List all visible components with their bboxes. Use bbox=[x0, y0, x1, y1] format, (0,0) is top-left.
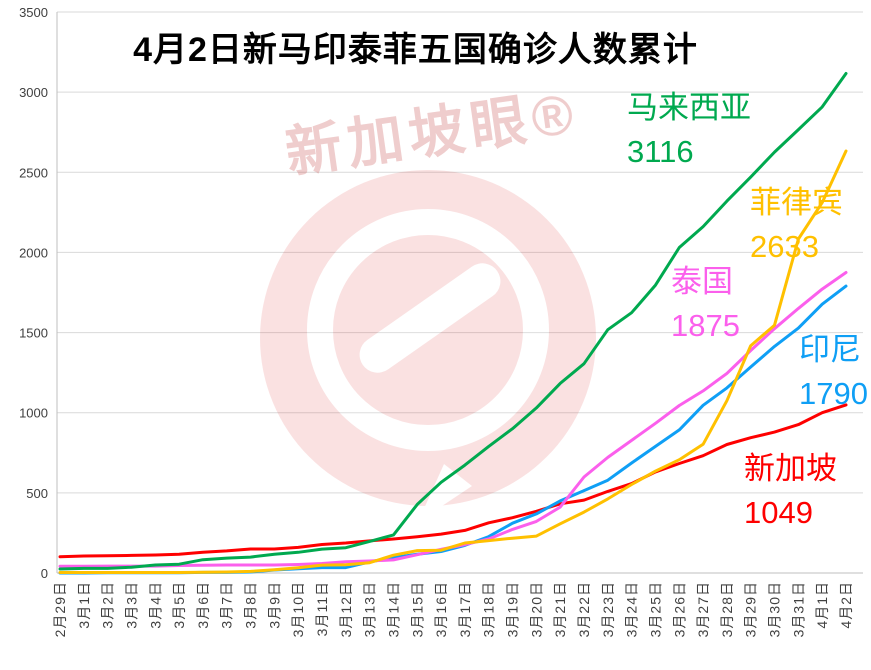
series-label-thailand: 泰国 bbox=[671, 264, 733, 299]
x-tick-label: 3月19日 bbox=[505, 581, 521, 637]
x-tick-label: 3月12日 bbox=[338, 581, 354, 637]
y-tick-label: 3000 bbox=[19, 85, 48, 100]
x-tick-label: 3月23日 bbox=[600, 581, 616, 637]
x-tick-label: 3月14日 bbox=[386, 581, 402, 637]
series-line-新加坡 bbox=[58, 403, 848, 559]
series-value-malaysia: 3116 bbox=[627, 134, 694, 170]
x-tick-label: 3月31日 bbox=[790, 581, 806, 637]
x-tick-label: 3月22日 bbox=[576, 581, 592, 637]
y-tick-label: 3500 bbox=[19, 5, 48, 20]
x-tick-label: 4月2日 bbox=[838, 581, 854, 629]
series-value-thailand: 1875 bbox=[671, 308, 740, 344]
x-tick-label: 3月30日 bbox=[767, 581, 783, 637]
x-tick-label: 3月10日 bbox=[290, 581, 306, 637]
x-tick-label: 3月29日 bbox=[743, 581, 759, 637]
x-tick-label: 3月27日 bbox=[695, 581, 711, 637]
x-tick-label: 3月26日 bbox=[671, 581, 687, 637]
x-tick-label: 3月24日 bbox=[624, 581, 640, 637]
series-label-malaysia: 马来西亚 bbox=[627, 90, 751, 125]
chart-title: 4月2日新马印泰菲五国确诊人数累计 bbox=[133, 31, 698, 69]
series-label-singapore: 新加坡 bbox=[744, 451, 837, 486]
x-tick-label: 3月11日 bbox=[314, 581, 330, 636]
x-tick-label: 3月21日 bbox=[552, 581, 568, 637]
y-tick-label: 2000 bbox=[19, 245, 48, 260]
watermark-tail bbox=[418, 464, 472, 522]
x-tick-label: 2月29日 bbox=[52, 581, 68, 637]
series-label-indonesia: 印尼 bbox=[799, 332, 861, 367]
series-value-singapore: 1049 bbox=[744, 495, 813, 531]
x-tick-label: 3月18日 bbox=[481, 581, 497, 637]
y-tick-label: 1500 bbox=[19, 326, 48, 341]
x-tick-label: 3月16日 bbox=[433, 581, 449, 637]
x-tick-label: 3月17日 bbox=[457, 581, 473, 637]
series-line-泰国 bbox=[58, 271, 848, 568]
x-tick-label: 3月25日 bbox=[648, 581, 664, 637]
annotation-philippines: 菲律宾 2633 bbox=[750, 181, 843, 269]
y-tick-label: 500 bbox=[26, 486, 48, 501]
series-value-philippines: 2633 bbox=[750, 229, 819, 265]
series-label-philippines: 菲律宾 bbox=[750, 185, 843, 220]
y-tick-label: 1000 bbox=[19, 406, 48, 421]
x-tick-label: 3月28日 bbox=[719, 581, 735, 637]
x-tick-label: 3月8日 bbox=[243, 581, 259, 629]
x-tick-label: 3月2日 bbox=[100, 581, 116, 629]
series-line-菲律宾 bbox=[58, 149, 848, 574]
x-tick-label: 3月3日 bbox=[124, 581, 140, 629]
series-value-indonesia: 1790 bbox=[799, 376, 868, 412]
y-tick-label: 2500 bbox=[19, 165, 48, 180]
x-tick-label: 4月1日 bbox=[814, 581, 830, 629]
watermark-text: 新加坡眼® bbox=[282, 81, 583, 184]
x-tick-label: 3月20日 bbox=[528, 581, 544, 637]
annotation-thailand: 泰国 1875 bbox=[671, 260, 740, 348]
annotation-malaysia: 马来西亚 3116 bbox=[627, 86, 751, 174]
x-tick-label: 3月6日 bbox=[195, 581, 211, 629]
x-tick-label: 3月9日 bbox=[266, 581, 282, 629]
series-line-马来西亚 bbox=[58, 72, 848, 571]
x-tick-label: 3月4日 bbox=[147, 581, 163, 629]
annotation-indonesia: 印尼 1790 bbox=[799, 328, 868, 416]
x-tick-label: 3月15日 bbox=[409, 581, 425, 637]
x-tick-label: 3月13日 bbox=[362, 581, 378, 637]
series-line-印尼 bbox=[58, 284, 848, 575]
x-tick-label: 3月5日 bbox=[171, 581, 187, 629]
x-tick-label: 3月1日 bbox=[76, 581, 92, 629]
watermark-slash bbox=[359, 263, 501, 373]
watermark-logo bbox=[260, 170, 596, 522]
watermark-circle bbox=[260, 170, 596, 506]
x-tick-label: 3月7日 bbox=[219, 581, 235, 629]
y-tick-label: 0 bbox=[41, 566, 48, 581]
annotation-singapore: 新加坡 1049 bbox=[744, 447, 837, 535]
watermark-ring bbox=[307, 209, 549, 451]
